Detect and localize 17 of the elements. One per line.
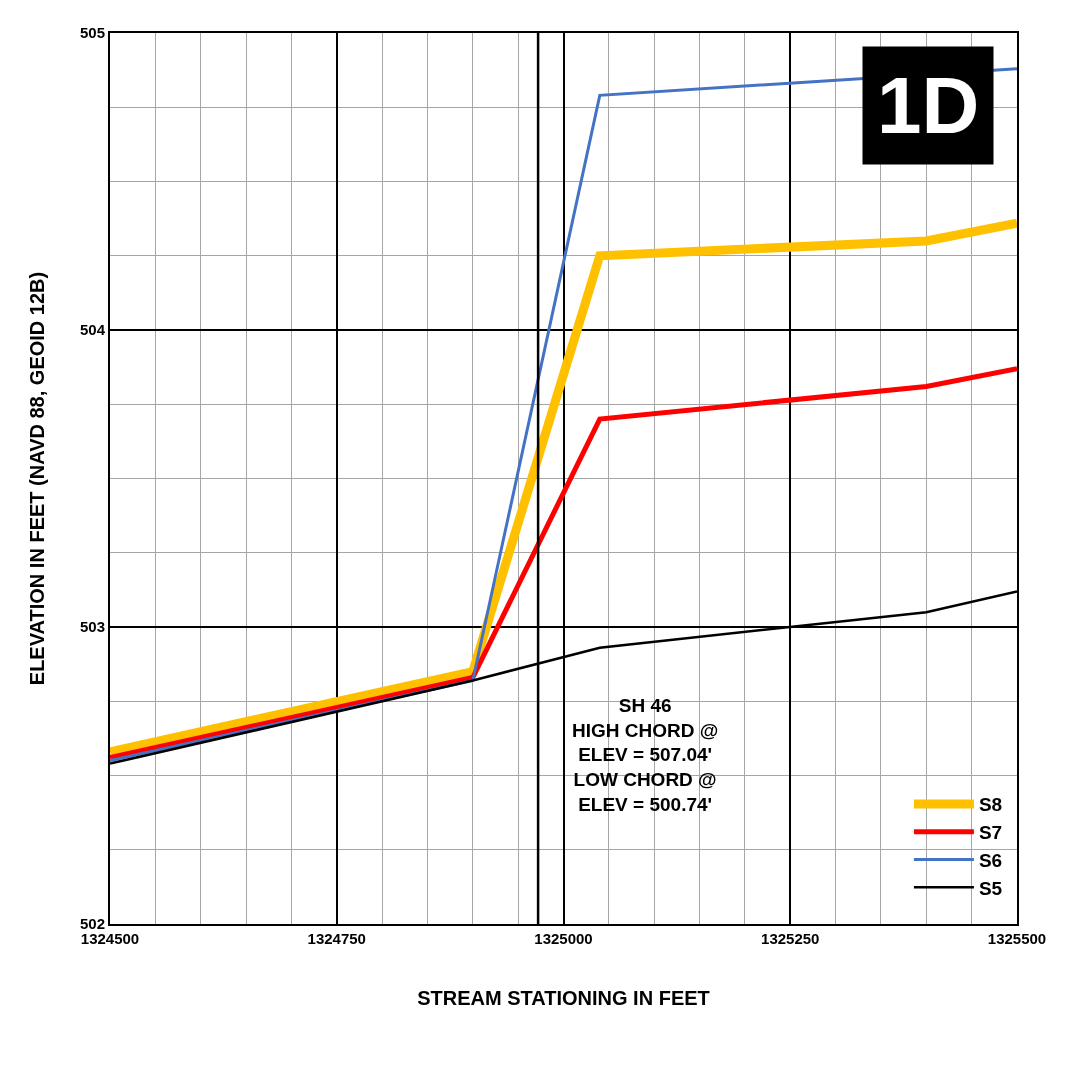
legend-label: S5 <box>978 877 1003 899</box>
y-tick-label: 504 <box>79 321 106 339</box>
y-tick-label: 505 <box>79 24 105 42</box>
y-axis-title: ELEVATION IN FEET (NAVD 88, GEOID 12B) <box>25 271 48 686</box>
legend-label: S6 <box>978 849 1003 871</box>
x-tick-label: 1325500 <box>987 930 1047 947</box>
y-tick-label: 502 <box>79 915 105 933</box>
x-tick-label: 1324500 <box>80 930 140 947</box>
x-tick-label: 1325000 <box>534 930 593 947</box>
y-tick-label: 503 <box>79 618 105 636</box>
legend-label: S7 <box>978 822 1003 844</box>
x-tick-label: 1325250 <box>761 930 820 947</box>
annotation: 1D <box>877 61 980 150</box>
annotation: SH 46 HIGH CHORD @ ELEV = 507.04' LOW CHORD @ ELEV = 500.74' <box>572 695 719 815</box>
x-axis-title: STREAM STATIONING IN FEET <box>417 987 710 1009</box>
legend-label: S8 <box>978 794 1003 816</box>
x-tick-label: 1324750 <box>307 930 366 947</box>
